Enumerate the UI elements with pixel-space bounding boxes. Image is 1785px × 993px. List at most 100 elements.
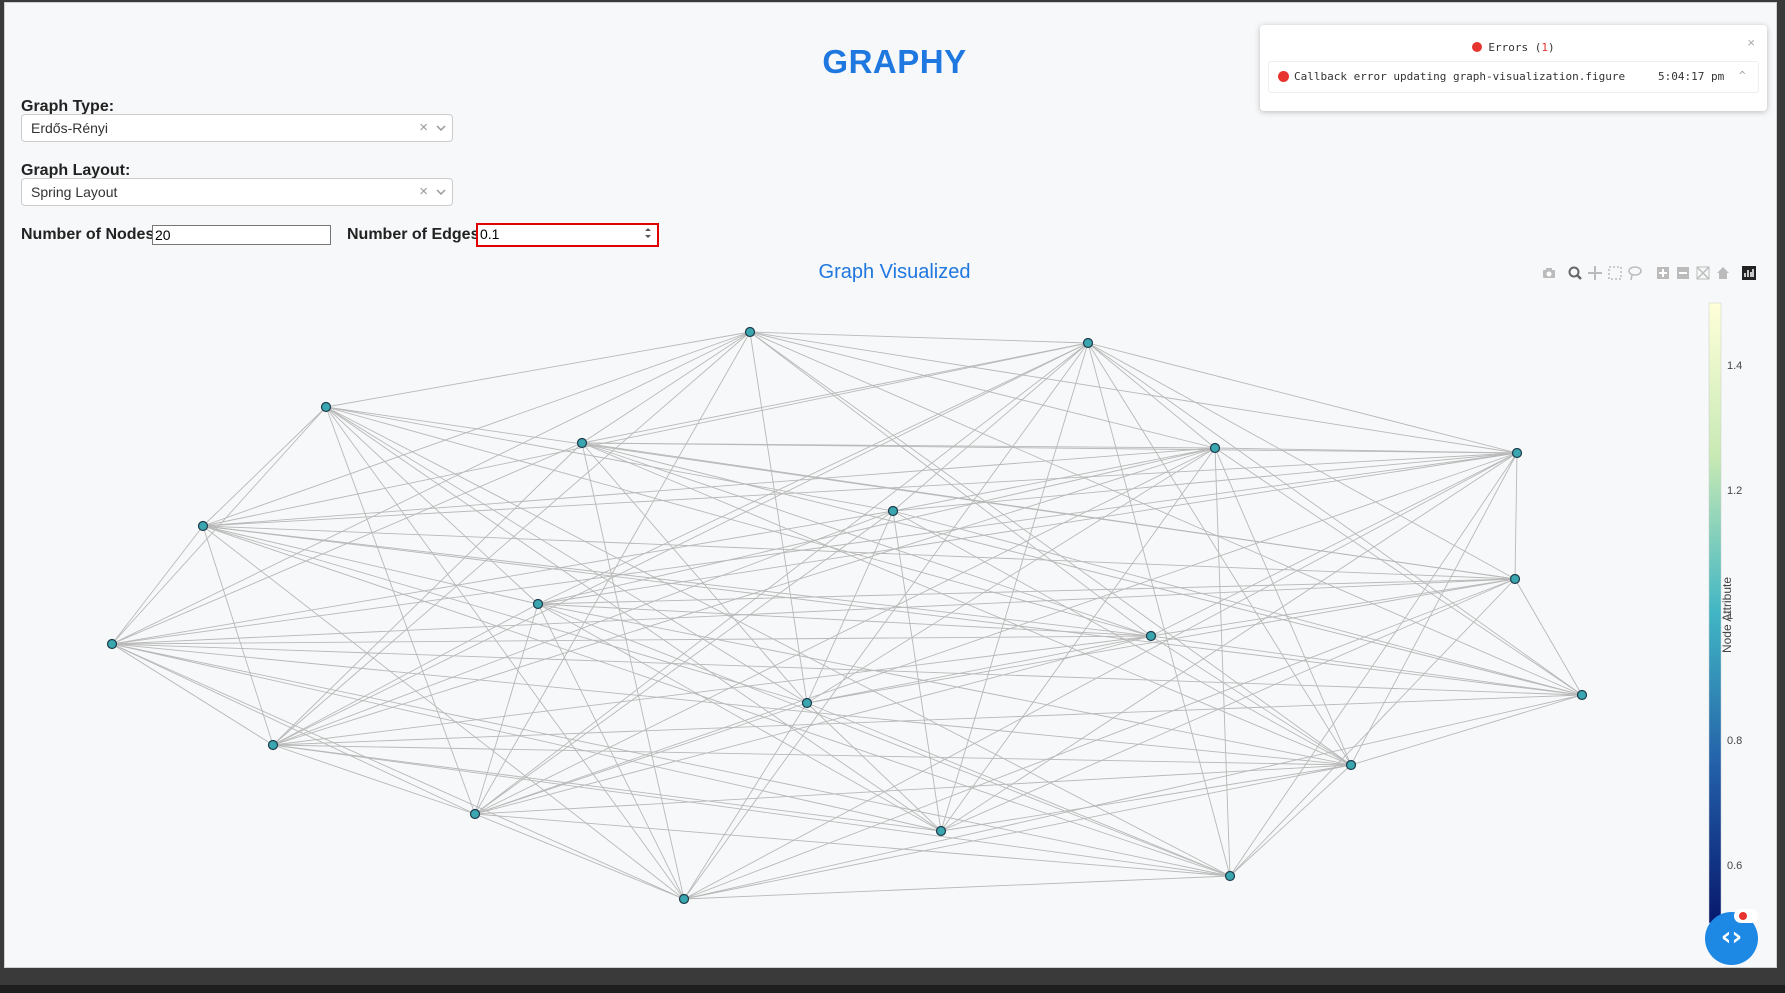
spinner-icon[interactable] [644,226,652,240]
devtools-error-badge [1734,909,1758,923]
graph-edge [892,510,1583,696]
graph-edge [325,406,539,605]
edges-layer [111,331,1583,900]
reset-axes-icon[interactable] [1715,265,1731,281]
plotly-logo-icon[interactable] [1741,265,1757,281]
graph-edge [325,406,942,832]
graph-edge [1214,447,1231,877]
graph-edge [111,643,942,832]
close-icon[interactable]: × [1747,35,1755,50]
graph-edge [940,578,1516,832]
graph-edge [806,635,1152,704]
graph-plot [106,302,1722,924]
chevron-down-icon[interactable] [436,184,446,200]
graph-edge [537,603,1152,637]
window-bottom-bar [0,985,1785,993]
zoom-out-icon[interactable] [1675,265,1691,281]
graph-edge [1150,635,1352,766]
devtools-toggle-button[interactable]: ‹› [1705,912,1758,965]
graph-type-label: Graph Type: [21,98,115,115]
graph-layout-dropdown[interactable]: Spring Layout × [21,178,453,206]
lasso-icon[interactable] [1627,265,1643,281]
graph-edge [581,442,808,704]
camera-icon[interactable] [1541,265,1557,281]
zoom-icon[interactable] [1567,265,1583,281]
graph-edge [272,447,1216,746]
graph-edge [537,452,1518,605]
graph-edge [325,406,476,815]
graph-edge [474,764,1352,815]
graph-edge [272,635,1152,746]
nodes-layer [106,326,1588,905]
graph-edge [1087,342,1516,580]
pan-icon[interactable] [1587,265,1603,281]
graph-node[interactable] [576,437,588,449]
graph-node[interactable] [106,638,118,650]
graph-edge [683,342,1089,900]
graph-node[interactable] [801,697,813,709]
chevron-up-icon[interactable]: ^ [1739,69,1746,82]
graph-edge [325,406,1152,637]
graph-node[interactable] [267,739,279,751]
graph-edge [111,578,1516,645]
graph-node[interactable] [1509,573,1521,585]
graph-edge [1087,342,1583,696]
graph-edge [1087,342,1352,766]
num-nodes-input[interactable]: 20 [152,225,331,245]
graph-edge [202,525,1152,637]
error-indicator-icon [1472,42,1483,52]
graph-node[interactable] [1082,337,1094,349]
graph-node[interactable] [469,808,481,820]
graph-edge [581,442,1518,454]
graph-edge [1214,447,1518,454]
graph-node[interactable] [1145,630,1157,642]
graph-layout-clear-icon[interactable]: × [419,183,428,200]
error-item[interactable]: Callback error updating graph-visualizat… [1268,61,1759,93]
graph-edge [537,603,1352,766]
graph-node[interactable] [1224,870,1236,882]
zoom-in-icon[interactable] [1655,265,1671,281]
graph-node[interactable] [1511,447,1523,459]
graph-node[interactable] [1576,689,1588,701]
graph-node[interactable] [935,825,947,837]
graph-edge [325,406,808,704]
graph-edge [474,331,751,815]
graph-edge [272,744,1231,877]
colorbar-tick: 1 [1727,610,1734,622]
graph-edge [272,744,1352,766]
graph-node[interactable] [1209,442,1221,454]
graph-node[interactable] [532,598,544,610]
error-header[interactable]: Errors (1) [1260,41,1767,54]
chevron-down-icon[interactable] [436,120,446,136]
error-count: 1 [1541,41,1548,54]
graph-edge [1087,342,1518,454]
box-select-icon[interactable] [1607,265,1623,281]
graph-edge [683,764,1352,900]
graph-edge [325,406,894,512]
graph-type-dropdown[interactable]: Erdős-Rényi × [21,114,453,142]
graph-edge [474,342,1089,815]
graph-edge [806,702,1231,877]
graph-node[interactable] [744,326,756,338]
graph-edge [272,442,583,746]
graph-edge [1087,342,1216,449]
graph-edge [111,510,894,645]
graph-node[interactable] [197,520,209,532]
app-title: GRAPHY [822,43,967,80]
graph-node[interactable] [887,505,899,517]
graph-node[interactable] [1345,759,1357,771]
graph-layout-label: Graph Layout: [21,162,131,179]
graph-edge [940,447,1216,832]
graph-type-clear-icon[interactable]: × [419,119,428,136]
autoscale-icon[interactable] [1695,265,1711,281]
num-edges-value: 0.1 [480,226,500,242]
graph-edge [1514,452,1518,580]
num-edges-label: Number of Edges [347,226,480,243]
graph-edge [272,603,539,746]
num-edges-input[interactable]: 0.1 [476,223,659,247]
graph-edge [683,875,1231,900]
graph-edge [111,525,204,645]
graph-node[interactable] [678,893,690,905]
graph-edge [272,744,942,832]
graph-node[interactable] [320,401,332,413]
